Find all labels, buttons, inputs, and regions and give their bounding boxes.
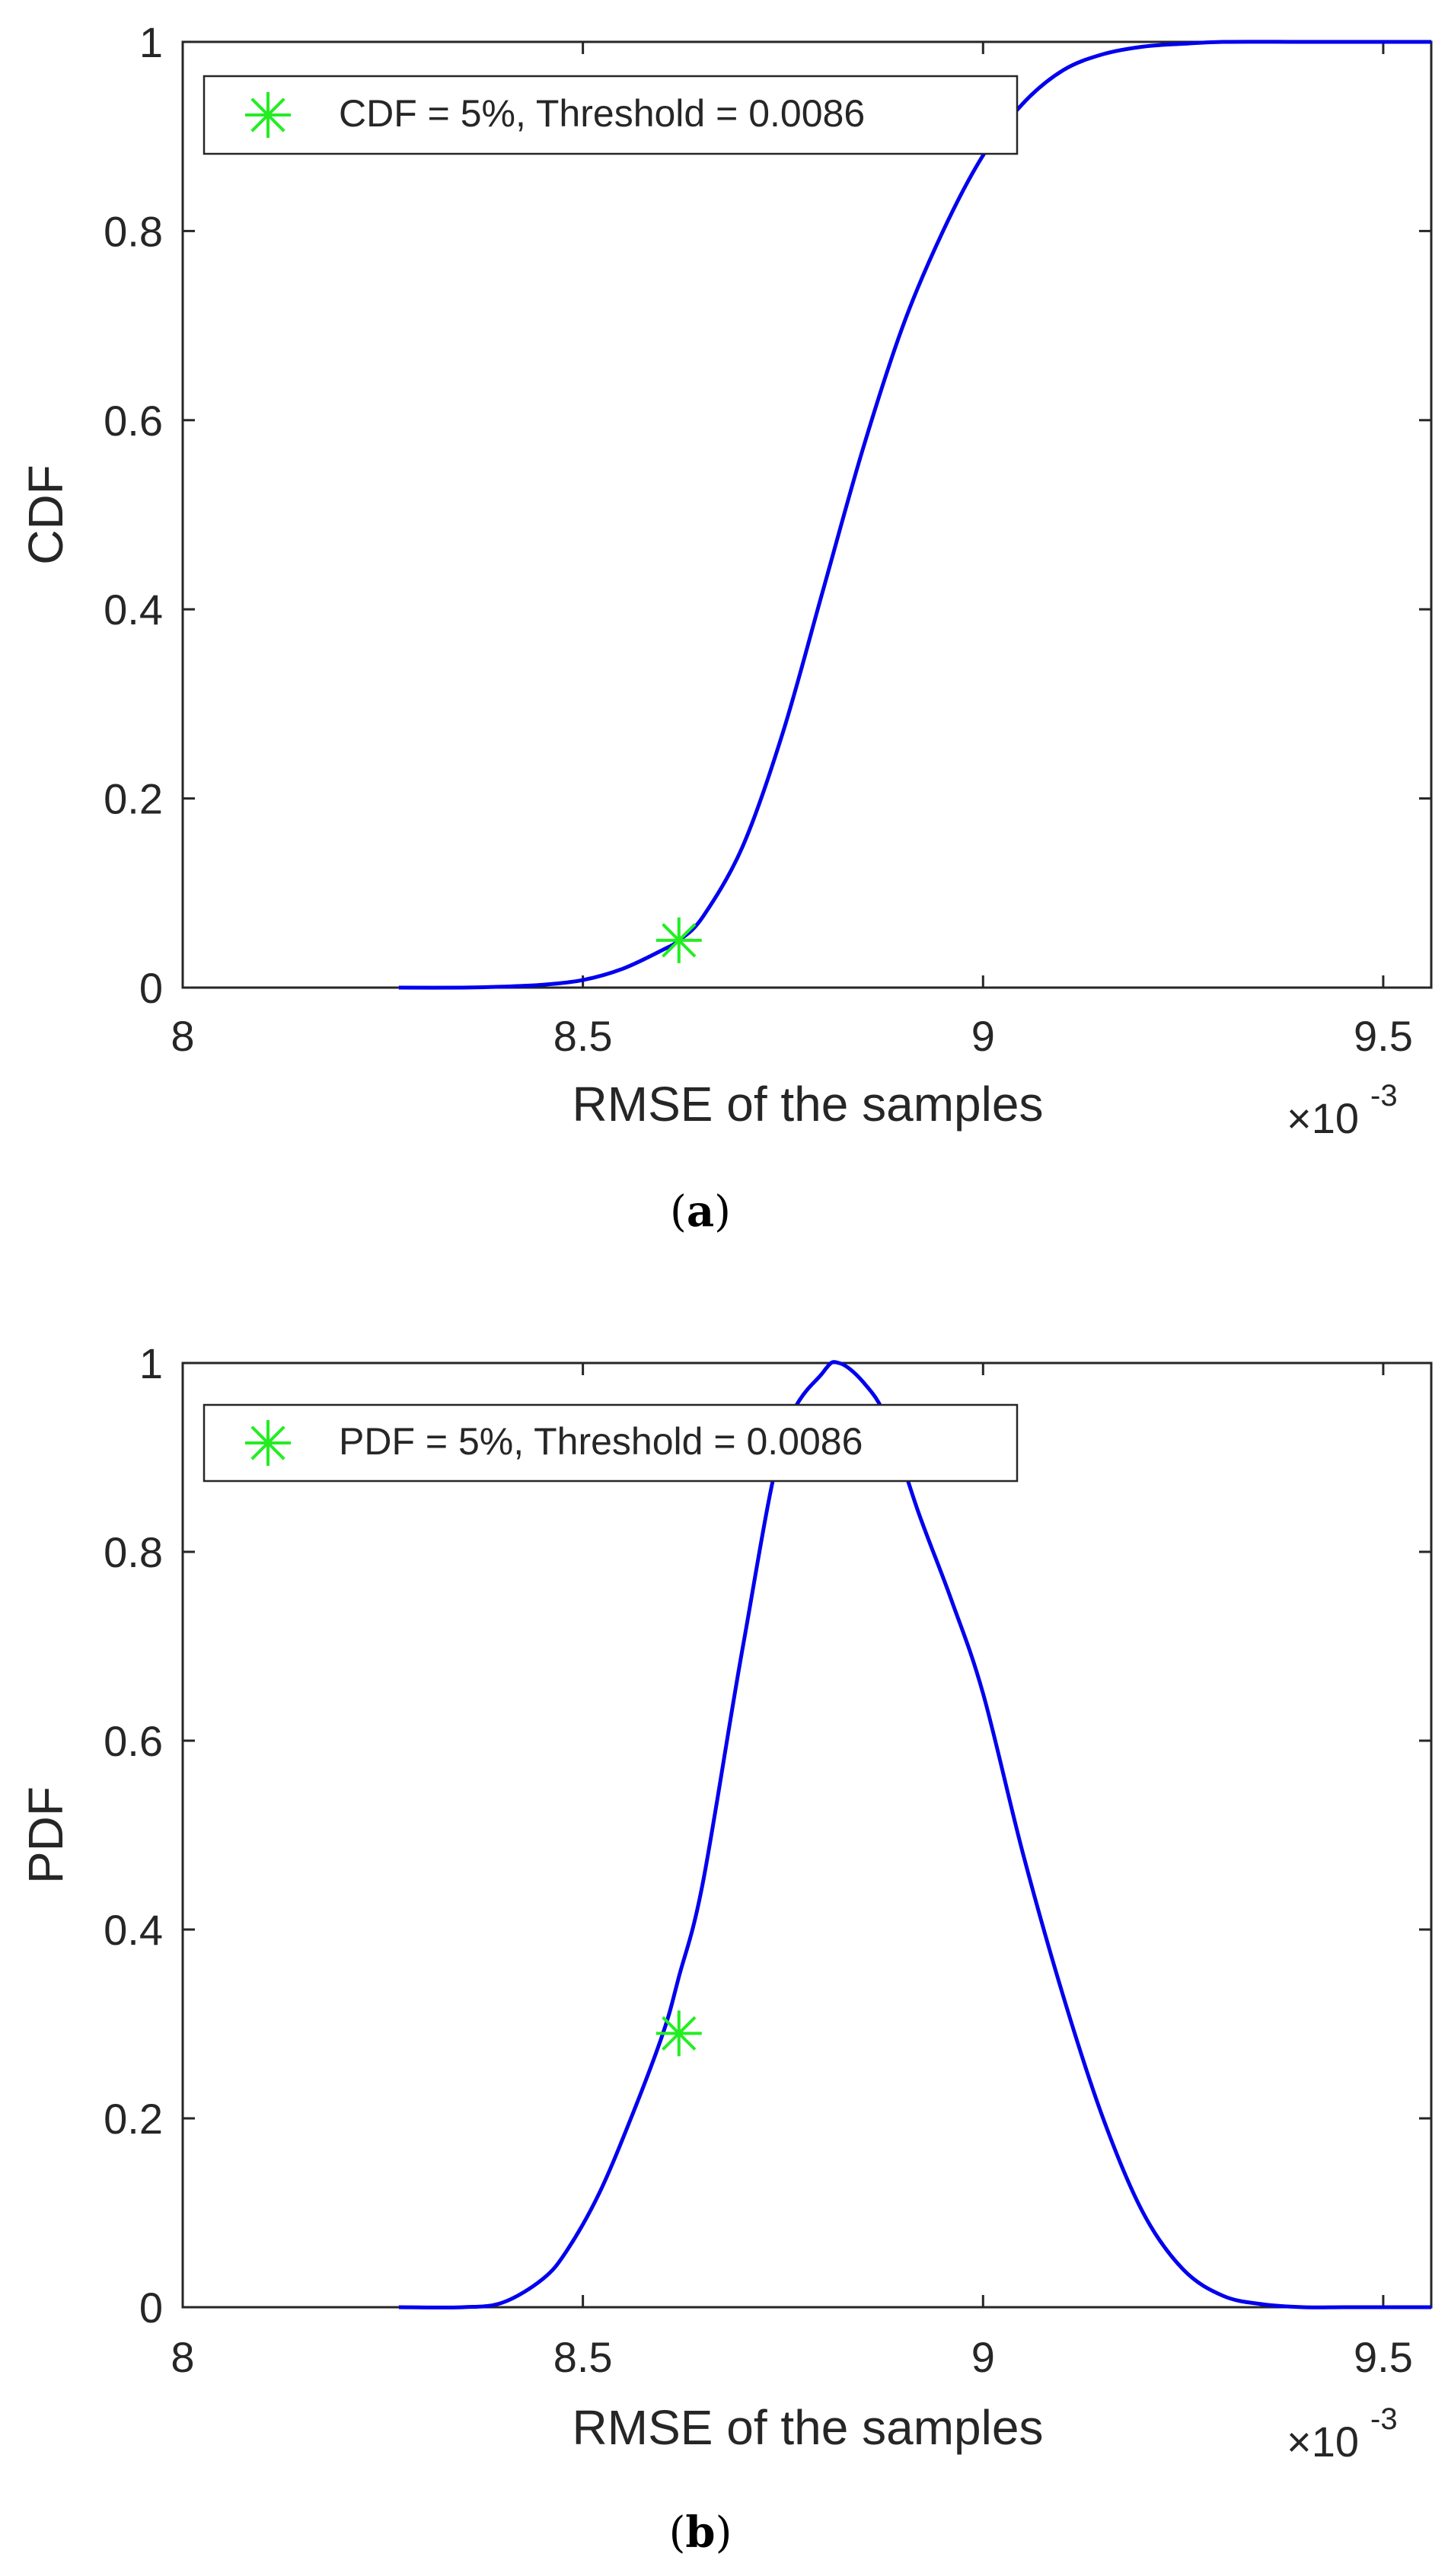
pdf-threshold-marker — [655, 2010, 702, 2057]
cdf-threshold-star — [655, 917, 702, 963]
pdf-y-axis-label: PDF — [18, 1786, 73, 1884]
cdf-x-exponent-base: ×10 — [1287, 1094, 1359, 1142]
pdf-y-tick-label: 1 — [139, 1339, 163, 1387]
pdf-x-exponent: ×10 -3 — [1287, 2402, 1398, 2466]
pdf-x-tick-label: 9 — [971, 2333, 995, 2381]
pdf-y-tick-label: 0 — [139, 2284, 163, 2332]
pdf-x-exponent-power: -3 — [1370, 2402, 1398, 2436]
panel-b-label: b — [685, 2507, 715, 2558]
cdf-y-axis-label: CDF — [18, 464, 73, 565]
pdf-legend-label: PDF = 5%, Threshold = 0.0086 — [339, 1420, 863, 1463]
panel-a-caption: (a) — [670, 1186, 731, 1237]
cdf-y-tick-label: 0.2 — [104, 775, 163, 823]
cdf-x-exponent: ×10 -3 — [1287, 1079, 1398, 1142]
pdf-y-tick-label: 0.8 — [104, 1528, 163, 1576]
cdf-x-tick-label: 9 — [971, 1012, 995, 1060]
cdf-y-tick-label: 0.6 — [104, 397, 163, 445]
pdf-x-tick-label: 8.5 — [553, 2333, 613, 2381]
cdf-x-tick-label: 8.5 — [553, 1012, 613, 1060]
panel-a-caption-text: (a) — [670, 1186, 731, 1237]
cdf-threshold-marker — [655, 917, 702, 963]
pdf-plot-area — [181, 1361, 1433, 2309]
cdf-legend-label: CDF = 5%, Threshold = 0.0086 — [339, 92, 865, 135]
cdf-legend-box — [203, 75, 1019, 155]
cdf-curve — [398, 40, 1431, 990]
cdf-legend-marker-icon — [245, 92, 291, 138]
panel-b-caption-text: (b) — [669, 2507, 732, 2558]
pdf-y-tick-label: 0.6 — [104, 1717, 163, 1765]
cdf-y-tick-label: 0.4 — [104, 586, 163, 634]
cdf-threshold-star-stroke — [662, 923, 697, 958]
pdf-chart: 0 0.2 0.4 0.6 0.8 1 8 8.5 9 9.5 PDF = 5%, Thresh… — [18, 1339, 1433, 2558]
cdf-x-axis-label: RMSE of the samples — [573, 1077, 1044, 1132]
cdf-y-tick-label: 1 — [139, 18, 163, 66]
pdf-curve — [398, 1360, 1431, 2309]
pdf-threshold-star-stroke — [662, 2016, 697, 2051]
cdf-legend: CDF = 5%, Threshold = 0.0086 — [203, 75, 1019, 155]
caption-close-paren: ) — [716, 2508, 732, 2558]
cdf-legend-star — [245, 92, 291, 138]
pdf-x-axis-label: RMSE of the samples — [573, 2400, 1044, 2455]
cdf-legend-star-stroke — [250, 97, 285, 132]
pdf-legend-star-stroke — [250, 1425, 285, 1460]
panel-b-caption: (b) — [669, 2507, 732, 2558]
panel-a-label: a — [687, 1186, 714, 1237]
caption-open-paren: ( — [670, 1187, 687, 1237]
pdf-legend-star — [245, 1420, 291, 1466]
pdf-x-exponent-base: ×10 — [1287, 2418, 1359, 2466]
pdf-legend-marker-icon — [245, 1420, 291, 1466]
caption-open-paren: ( — [669, 2508, 686, 2558]
cdf-x-tick-label: 8 — [171, 1012, 194, 1060]
pdf-y-ticks: 0 0.2 0.4 0.6 0.8 1 — [104, 1339, 1431, 2332]
pdf-y-tick-label: 0.2 — [104, 2095, 163, 2143]
pdf-x-tick-label: 9.5 — [1354, 2333, 1413, 2381]
pdf-x-tick-label: 8 — [171, 2333, 194, 2381]
pdf-threshold-star — [655, 2010, 702, 2057]
cdf-x-exponent-power: -3 — [1370, 1079, 1398, 1112]
cdf-plot-area — [181, 40, 1433, 989]
cdf-chart: 0 0.2 0.4 0.6 0.8 1 8 8.5 9 9.5 CDF = 5%, Thresh… — [18, 18, 1433, 1237]
cdf-y-tick-label: 0.8 — [104, 207, 163, 255]
pdf-legend-box — [203, 1403, 1019, 1483]
cdf-y-tick-label: 0 — [139, 964, 163, 1012]
pdf-legend: PDF = 5%, Threshold = 0.0086 — [203, 1403, 1019, 1483]
pdf-y-tick-label: 0.4 — [104, 1906, 163, 1954]
caption-close-paren: ) — [714, 1187, 731, 1237]
cdf-x-tick-label: 9.5 — [1354, 1012, 1413, 1060]
cdf-x-ticks: 8 8.5 9 9.5 — [171, 42, 1413, 1060]
cdf-y-ticks: 0 0.2 0.4 0.6 0.8 1 — [104, 18, 1431, 1012]
pdf-x-ticks: 8 8.5 9 9.5 — [171, 1363, 1413, 2381]
